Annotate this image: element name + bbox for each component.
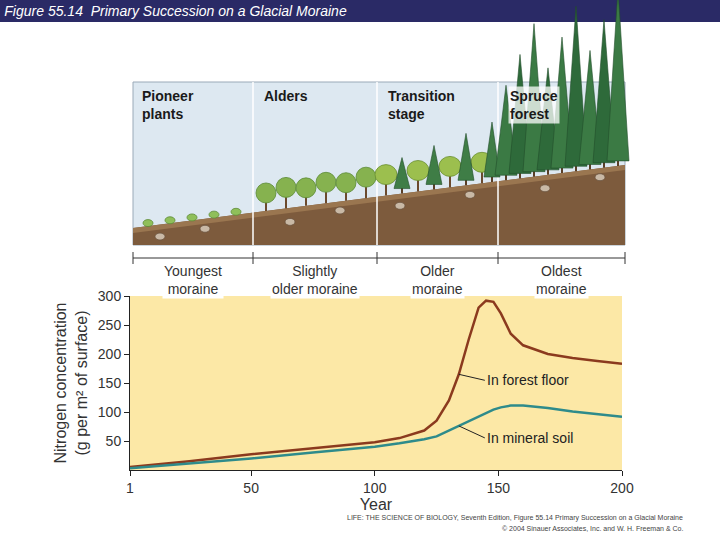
svg-text:Figure 55.14 Primary Successi: Figure 55.14 Primary Succession on a Gla… bbox=[4, 3, 347, 19]
svg-text:200: 200 bbox=[98, 346, 122, 362]
svg-text:Oldestmoraine: Oldestmoraine bbox=[536, 263, 587, 297]
svg-text:Oldermoraine: Oldermoraine bbox=[412, 263, 463, 297]
svg-text:Alders: Alders bbox=[264, 88, 308, 104]
svg-text:100: 100 bbox=[363, 480, 387, 496]
svg-text:Transitionstage: Transitionstage bbox=[388, 88, 455, 122]
svg-text:300: 300 bbox=[98, 288, 122, 304]
svg-text:Year: Year bbox=[360, 496, 393, 513]
svg-text:250: 250 bbox=[98, 317, 122, 333]
svg-text:50: 50 bbox=[106, 433, 122, 449]
svg-text:In forest floor: In forest floor bbox=[487, 372, 569, 388]
svg-text:Spruceforest: Spruceforest bbox=[510, 88, 558, 122]
svg-text:In mineral soil: In mineral soil bbox=[487, 430, 573, 446]
svg-text:LIFE: THE SCIENCE OF BIOLOGY,: LIFE: THE SCIENCE OF BIOLOGY, Seventh Ed… bbox=[347, 514, 683, 522]
svg-text:Pioneerplants: Pioneerplants bbox=[142, 88, 194, 122]
svg-text:50: 50 bbox=[243, 480, 259, 496]
svg-text:150: 150 bbox=[98, 375, 122, 391]
svg-text:Slightlyolder moraine: Slightlyolder moraine bbox=[272, 263, 358, 297]
svg-text:200: 200 bbox=[610, 480, 634, 496]
svg-text:Nitrogen concentration(g per m: Nitrogen concentration(g per m² of surfa… bbox=[52, 303, 90, 464]
svg-text:Youngestmoraine: Youngestmoraine bbox=[164, 263, 222, 297]
svg-text:150: 150 bbox=[487, 480, 511, 496]
svg-text:1: 1 bbox=[126, 480, 134, 496]
svg-text:100: 100 bbox=[98, 404, 122, 420]
svg-text:© 2004 Sinauer Associates, Inc: © 2004 Sinauer Associates, Inc. and W. H… bbox=[502, 525, 683, 532]
